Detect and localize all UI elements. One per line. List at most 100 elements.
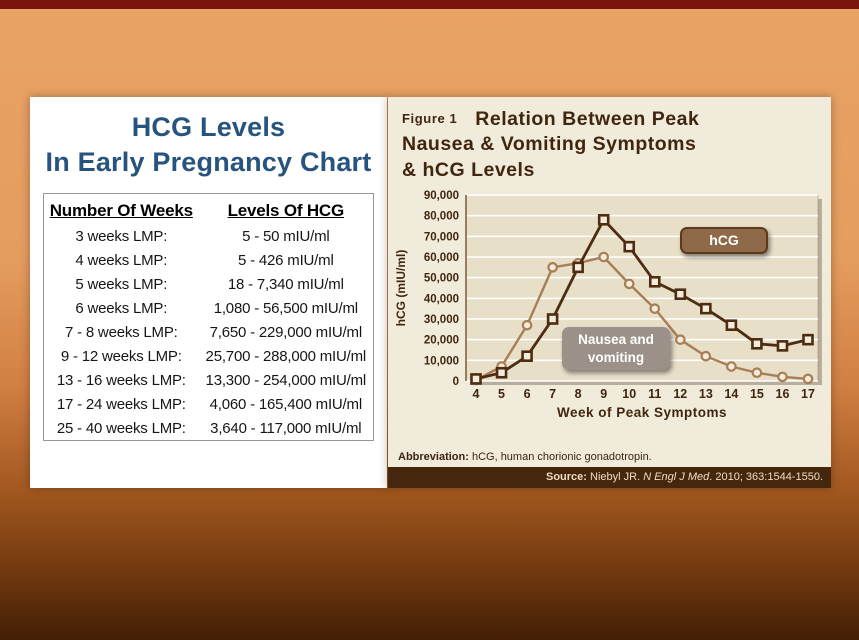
figure-label: Figure 1 <box>402 111 458 126</box>
level-cell: 4,060 - 165,400 mIU/ml <box>209 395 363 413</box>
square-marker <box>470 373 482 385</box>
x-tick-label: 8 <box>575 387 582 401</box>
level-cell: 5 - 426 mIU/ml <box>238 251 334 269</box>
weeks-cell: 9 - 12 weeks LMP: <box>60 347 182 365</box>
y-tick-label: 80,000 <box>424 211 459 223</box>
square-marker <box>623 240 636 253</box>
square-marker <box>700 302 712 315</box>
y-tick-label: 30,000 <box>424 314 459 326</box>
level-cell: 13,300 - 254,000 mIU/ml <box>205 371 367 389</box>
x-tick-label: 6 <box>524 387 531 401</box>
circle-marker <box>649 303 661 314</box>
weeks-cell: 6 weeks LMP: <box>75 299 168 317</box>
level-cell: 1,080 - 56,500 mIU/ml <box>213 299 358 317</box>
table-row: 3 weeks LMP: 5 - 50 mIU/ml <box>44 224 374 248</box>
circle-marker <box>675 334 686 345</box>
y-tick-label: 70,000 <box>424 231 459 243</box>
x-tick-label: 7 <box>549 387 556 401</box>
x-tick-label: 15 <box>750 387 764 401</box>
level-cell: 25,700 - 288,000 mIU/ml <box>205 347 367 365</box>
table-row: 4 weeks LMP: 5 - 426 mIU/ml <box>44 248 374 272</box>
figure-panel: Figure 1 Relation Between Peak Nausea & … <box>388 97 831 488</box>
square-marker <box>802 333 814 346</box>
x-tick-label: 17 <box>801 387 815 401</box>
figure-title-line2: Nausea & Vomiting Symptoms <box>402 133 697 156</box>
level-cell: 7,650 - 229,000 mIU/ml <box>209 323 363 341</box>
figure-title-row1: Figure 1 Relation Between Peak <box>402 107 821 132</box>
level-cell: 18 - 7,340 mIU/ml <box>227 275 344 293</box>
x-tick-label: 12 <box>673 387 687 401</box>
abbreviation-label: Abbreviation: <box>398 451 469 463</box>
x-tick-label: 9 <box>600 387 607 401</box>
circle-marker <box>623 278 635 290</box>
y-tick-label: 40,000 <box>424 293 459 305</box>
y-tick-label: 0 <box>453 376 459 388</box>
square-marker <box>546 313 559 325</box>
circle-marker <box>802 373 814 385</box>
table-row: 6 weeks LMP: 1,080 - 56,500 mIU/ml <box>44 296 374 320</box>
source-bar: Source: Niebyl JR. N Engl J Med. 2010; 3… <box>388 467 831 488</box>
weeks-cell: 7 - 8 weeks LMP: <box>64 323 178 341</box>
square-marker <box>751 338 763 350</box>
weeks-cell: 3 weeks LMP: <box>75 227 168 245</box>
weeks-cell: 25 - 40 weeks LMP: <box>56 419 186 437</box>
circle-marker <box>521 319 533 331</box>
figure-title-line3: & hCG Levels <box>402 158 535 181</box>
left-panel-title: HCG Levels In Early Pregnancy Chart <box>30 110 387 179</box>
left-title-line2: In Early Pregnancy Chart <box>45 146 372 177</box>
table-header-row: Number Of Weeks Levels Of HCG <box>44 194 374 225</box>
square-marker <box>725 319 738 332</box>
y-tick-label: 60,000 <box>424 252 459 264</box>
table-row: 5 weeks LMP: 18 - 7,340 mIU/ml <box>44 272 374 296</box>
square-marker <box>648 276 661 288</box>
circle-marker <box>777 371 788 383</box>
square-marker <box>674 288 687 301</box>
x-tick-label: 4 <box>473 387 480 401</box>
weeks-cell: 13 - 16 weeks LMP: <box>56 371 186 389</box>
level-cell: 5 - 50 mIU/ml <box>242 227 330 245</box>
square-marker <box>572 261 584 274</box>
y-tick-label: 20,000 <box>424 335 459 347</box>
circle-marker <box>726 361 737 372</box>
table-row: 7 - 8 weeks LMP: 7,650 - 229,000 mIU/ml <box>44 320 374 344</box>
square-marker <box>521 350 533 363</box>
figure-title-line1: Relation Between Peak <box>475 108 700 130</box>
x-tick-label: 10 <box>622 387 636 401</box>
source-label: Source: <box>545 471 587 483</box>
chart-area: 0 10,000 20,000 30,000 40,000 50,000 60,000 70,… <box>390 189 831 435</box>
y-tick-label: 50,000 <box>424 273 459 285</box>
figure-footer: Abbreviation: hCG, human chorionic gonad… <box>388 449 831 488</box>
weeks-cell: 4 weeks LMP: <box>75 251 168 269</box>
source-citation: . 2010; 363:1544-1550. <box>709 471 823 483</box>
col-header-levels: Levels Of HCG <box>227 201 345 221</box>
chart-svg: 0 10,000 20,000 30,000 40,000 50,000 60,000 70,… <box>394 190 822 420</box>
circle-marker <box>547 262 558 273</box>
weeks-cell: 5 weeks LMP: <box>75 275 168 293</box>
figure-title: Figure 1 Relation Between Peak Nausea & … <box>388 97 831 185</box>
y-tick-label: 10,000 <box>424 355 459 367</box>
circle-marker <box>700 350 712 362</box>
source-authors: Niebyl JR. <box>586 471 644 483</box>
hcg-legend: hCG <box>680 227 768 255</box>
square-marker <box>776 340 789 352</box>
weeks-cell: 17 - 24 weeks LMP: <box>56 395 186 413</box>
x-tick-label: 5 <box>498 387 505 401</box>
hcg-series <box>470 214 814 385</box>
x-tick-label: 14 <box>724 387 738 401</box>
abbreviation-note: Abbreviation: hCG, human chorionic gonad… <box>388 449 831 467</box>
y-tick-label: 90,000 <box>424 190 459 202</box>
level-cell: 3,640 - 117,000 mIU/ml <box>210 419 362 437</box>
nausea-legend: Nausea and vomiting <box>562 327 670 371</box>
left-title-line1: HCG Levels <box>131 112 286 142</box>
hcg-levels-panel: HCG Levels In Early Pregnancy Chart Numb… <box>30 97 387 488</box>
table-row: 13 - 16 weeks LMP: 13,300 - 254,000 mIU/m… <box>44 368 374 392</box>
x-axis-title: Week of Peak Symptoms <box>557 405 727 420</box>
nausea-series <box>470 251 814 386</box>
y-axis-title: hCG (mIU/ml) <box>394 250 408 327</box>
circle-marker <box>598 251 609 263</box>
hcg-table-body: 3 weeks LMP: 5 - 50 mIU/ml 4 weeks LMP: 5 -… <box>44 224 374 441</box>
circle-marker <box>751 367 763 379</box>
abbreviation-text: hCG, human chorionic gonadotropin. <box>468 451 652 463</box>
top-border-strip <box>0 0 859 9</box>
square-marker <box>597 214 610 226</box>
